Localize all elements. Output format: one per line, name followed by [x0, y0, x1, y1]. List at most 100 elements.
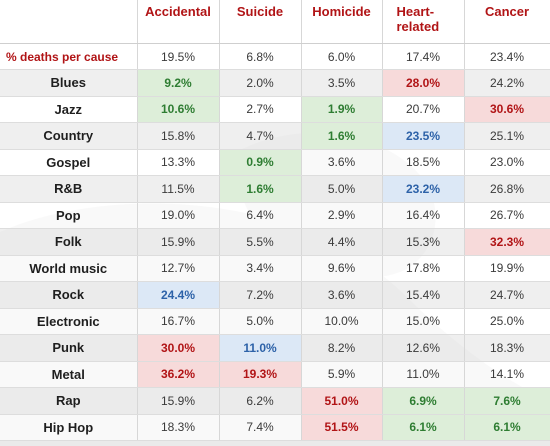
value-cell: 3.4%	[219, 255, 302, 282]
value-cell: 15.9%	[137, 228, 220, 256]
table-row: Rock 24.4% 7.2% 3.6% 15.4% 24.7%	[0, 281, 550, 309]
value-cell: 15.3%	[382, 228, 465, 256]
value-cell: 11.5%	[137, 175, 220, 203]
percent-cell: 6.0%	[301, 43, 383, 70]
value-cell: 2.7%	[219, 96, 302, 123]
genre-label: Country	[0, 122, 138, 150]
value-cell: 15.8%	[137, 122, 220, 150]
percent-deaths-row: % deaths per cause 19.5% 6.8% 6.0% 17.4%…	[0, 43, 550, 70]
percent-cell: 19.5%	[137, 43, 220, 70]
value-cell: 1.6%	[219, 175, 302, 203]
table-row: Metal 36.2% 19.3% 5.9% 11.0% 14.1%	[0, 361, 550, 388]
table-row: Electronic 16.7% 5.0% 10.0% 15.0% 25.0%	[0, 308, 550, 335]
value-cell: 2.9%	[301, 202, 383, 229]
value-cell: 13.3%	[137, 149, 220, 176]
genre-label: Metal	[0, 361, 138, 388]
genre-label: World music	[0, 255, 138, 282]
value-cell: 24.7%	[464, 281, 550, 309]
value-cell: 25.0%	[464, 308, 550, 335]
value-cell: 4.7%	[219, 122, 302, 150]
value-cell: 6.4%	[219, 202, 302, 229]
value-cell: 10.0%	[301, 308, 383, 335]
value-cell: 6.1%	[382, 414, 465, 441]
table-row: Punk 30.0% 11.0% 8.2% 12.6% 18.3%	[0, 334, 550, 362]
value-cell: 1.6%	[301, 122, 383, 150]
value-cell: 16.4%	[382, 202, 465, 229]
value-cell: 23.0%	[464, 149, 550, 176]
percent-cell: 6.8%	[219, 43, 302, 70]
value-cell: 51.0%	[301, 387, 383, 415]
genre-label: Rock	[0, 281, 138, 309]
value-cell: 2.0%	[219, 69, 302, 97]
value-cell: 12.7%	[137, 255, 220, 282]
value-cell: 23.2%	[382, 175, 465, 203]
value-cell: 6.9%	[382, 387, 465, 415]
value-cell: 32.3%	[464, 228, 550, 256]
genre-label: Hip Hop	[0, 414, 138, 441]
value-cell: 1.9%	[301, 96, 383, 123]
value-cell: 3.6%	[301, 281, 383, 309]
value-cell: 7.6%	[464, 387, 550, 415]
table-row: Blues 9.2% 2.0% 3.5% 28.0% 24.2%	[0, 69, 550, 97]
genre-label: Pop	[0, 202, 138, 229]
table-row: Rap 15.9% 6.2% 51.0% 6.9% 7.6%	[0, 387, 550, 415]
value-cell: 18.5%	[382, 149, 465, 176]
percent-cell: 17.4%	[382, 43, 465, 70]
header-cancer: Cancer	[464, 0, 550, 44]
value-cell: 11.0%	[382, 361, 465, 388]
table-row: Folk 15.9% 5.5% 4.4% 15.3% 32.3%	[0, 228, 550, 256]
value-cell: 19.0%	[137, 202, 220, 229]
value-cell: 18.3%	[137, 414, 220, 441]
value-cell: 5.9%	[301, 361, 383, 388]
value-cell: 9.6%	[301, 255, 383, 282]
genre-label: Punk	[0, 334, 138, 362]
value-cell: 25.1%	[464, 122, 550, 150]
value-cell: 11.0%	[219, 334, 302, 362]
header-corner	[0, 0, 138, 44]
table-row: R&B 11.5% 1.6% 5.0% 23.2% 26.8%	[0, 175, 550, 203]
value-cell: 30.0%	[137, 334, 220, 362]
table-row: Pop 19.0% 6.4% 2.9% 16.4% 26.7%	[0, 202, 550, 229]
value-cell: 17.8%	[382, 255, 465, 282]
value-cell: 51.5%	[301, 414, 383, 441]
genre-label: Rap	[0, 387, 138, 415]
value-cell: 4.4%	[301, 228, 383, 256]
value-cell: 15.4%	[382, 281, 465, 309]
value-cell: 5.0%	[219, 308, 302, 335]
value-cell: 5.5%	[219, 228, 302, 256]
value-cell: 3.6%	[301, 149, 383, 176]
table-row: Country 15.8% 4.7% 1.6% 23.5% 25.1%	[0, 122, 550, 150]
value-cell: 9.2%	[137, 69, 220, 97]
genre-label: Jazz	[0, 96, 138, 123]
header-suicide: Suicide	[219, 0, 302, 44]
value-cell: 12.6%	[382, 334, 465, 362]
value-cell: 5.0%	[301, 175, 383, 203]
table-row: World music 12.7% 3.4% 9.6% 17.8% 19.9%	[0, 255, 550, 282]
value-cell: 14.1%	[464, 361, 550, 388]
value-cell: 24.2%	[464, 69, 550, 97]
value-cell: 20.7%	[382, 96, 465, 123]
value-cell: 23.5%	[382, 122, 465, 150]
value-cell: 18.3%	[464, 334, 550, 362]
value-cell: 7.4%	[219, 414, 302, 441]
value-cell: 6.2%	[219, 387, 302, 415]
percent-cell: 23.4%	[464, 43, 550, 70]
table-row: Gospel 13.3% 0.9% 3.6% 18.5% 23.0%	[0, 149, 550, 176]
header-heart-related: Heart-related	[382, 0, 465, 44]
value-cell: 8.2%	[301, 334, 383, 362]
value-cell: 6.1%	[464, 414, 550, 441]
value-cell: 16.7%	[137, 308, 220, 335]
header-row: Accidental Suicide Homicide Heart-relate…	[0, 0, 550, 44]
value-cell: 15.0%	[382, 308, 465, 335]
value-cell: 3.5%	[301, 69, 383, 97]
table-row: Jazz 10.6% 2.7% 1.9% 20.7% 30.6%	[0, 96, 550, 123]
value-cell: 36.2%	[137, 361, 220, 388]
genre-label: Folk	[0, 228, 138, 256]
value-cell: 15.9%	[137, 387, 220, 415]
value-cell: 24.4%	[137, 281, 220, 309]
genre-label: Gospel	[0, 149, 138, 176]
value-cell: 7.2%	[219, 281, 302, 309]
value-cell: 19.3%	[219, 361, 302, 388]
value-cell: 0.9%	[219, 149, 302, 176]
